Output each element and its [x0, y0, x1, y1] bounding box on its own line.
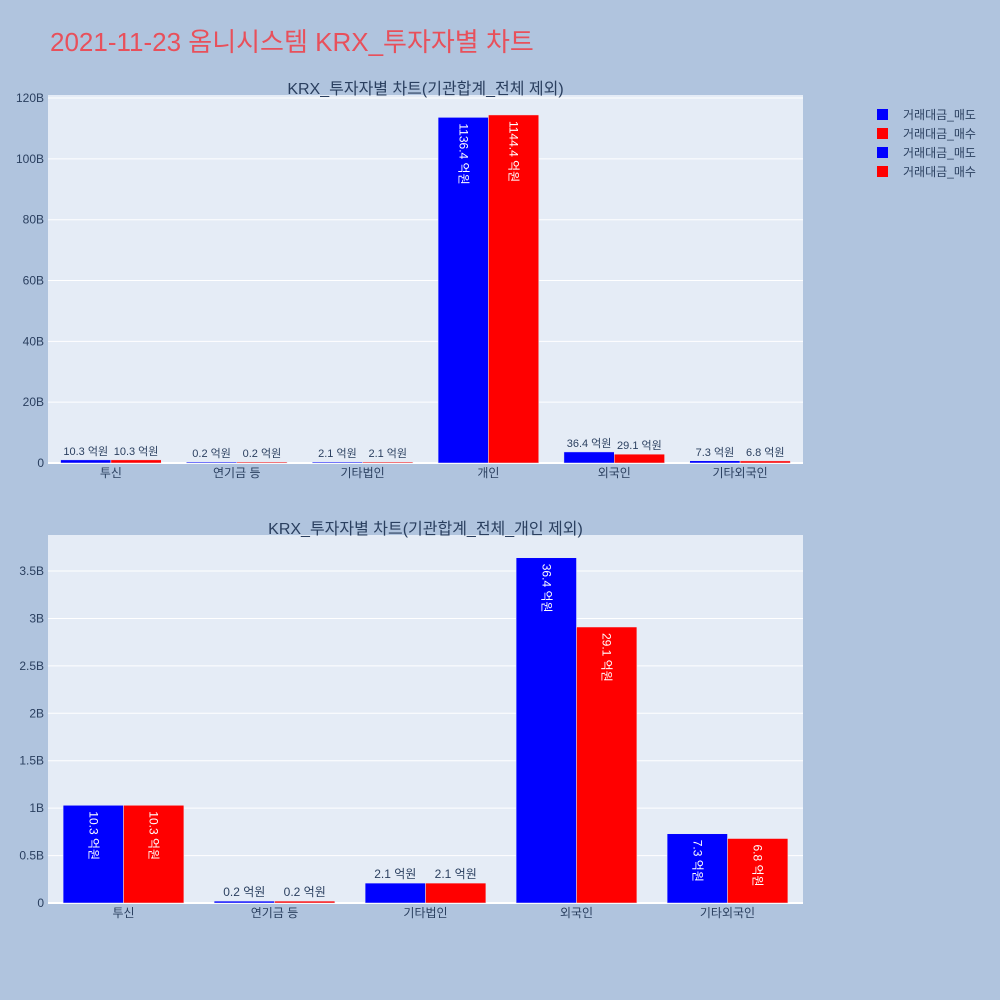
legend-label: 거래대금_매도 — [903, 108, 976, 122]
data-label: 0.2 억원 — [284, 885, 326, 899]
chart-title: KRX_투자자별 차트(기관합계_전체 제외) — [287, 80, 563, 98]
data-label: 2.1 억원 — [374, 867, 416, 881]
data-label: 0.2 억원 — [243, 447, 282, 460]
bar — [362, 461, 414, 464]
bar — [364, 882, 426, 904]
data-label: 36.4 억원 — [539, 564, 553, 613]
data-label: 36.4 억원 — [567, 437, 612, 450]
y-tick-label: 0 — [37, 896, 44, 910]
bar — [425, 882, 487, 904]
data-label: 1136.4 억원 — [456, 123, 470, 184]
bar — [727, 838, 789, 904]
y-tick-label: 2B — [29, 706, 44, 720]
x-tick-label: 외국인 — [598, 466, 631, 480]
bar — [563, 451, 615, 464]
x-tick-label: 투신 — [112, 906, 134, 920]
data-label: 29.1 억원 — [600, 633, 614, 682]
bar — [213, 900, 275, 904]
plot-area — [48, 95, 803, 463]
bar — [488, 114, 539, 464]
page-title: 2021-11-23 옴니시스템 KRX_투자자별 차트 — [50, 27, 534, 57]
data-label: 10.3 억원 — [86, 811, 100, 860]
data-label: 0.2 억원 — [223, 885, 265, 899]
bar — [312, 461, 363, 464]
bar — [739, 460, 791, 464]
data-label: 0.2 억원 — [192, 447, 231, 460]
bar — [186, 461, 238, 464]
bar — [614, 453, 665, 464]
data-label: 7.3 억원 — [696, 446, 735, 459]
legend-swatch — [877, 147, 888, 158]
y-tick-label: 120B — [16, 91, 44, 105]
x-tick-label: 기타외국인 — [712, 466, 767, 480]
x-tick-label: 연기금 등 — [251, 906, 299, 920]
data-label: 2.1 억원 — [318, 447, 357, 460]
bar — [274, 900, 336, 904]
bar — [60, 459, 112, 464]
legend-swatch — [877, 109, 888, 120]
x-tick-label: 기타법인 — [340, 466, 384, 480]
y-tick-label: 2.5B — [19, 659, 44, 673]
data-label: 6.8 억원 — [751, 845, 765, 887]
data-label: 10.3 억원 — [114, 445, 159, 458]
bar — [689, 460, 741, 464]
y-tick-label: 1B — [29, 801, 44, 815]
bar — [437, 117, 489, 464]
data-label: 10.3 억원 — [63, 445, 108, 458]
y-tick-label: 40B — [23, 334, 44, 348]
y-tick-label: 60B — [23, 274, 44, 288]
data-label: 10.3 억원 — [147, 811, 161, 860]
data-label: 6.8 억원 — [746, 446, 785, 459]
x-tick-label: 기타외국인 — [700, 906, 755, 920]
data-label: 29.1 억원 — [617, 439, 662, 452]
data-label: 2.1 억원 — [435, 867, 477, 881]
bar — [62, 805, 124, 904]
chart-title: KRX_투자자별 차트(기관합계_전체_개인 제외) — [268, 520, 583, 538]
bar — [576, 626, 638, 904]
y-tick-label: 0.5B — [19, 849, 44, 863]
bar — [515, 557, 577, 904]
bar — [110, 459, 162, 464]
y-tick-label: 100B — [16, 152, 44, 166]
x-tick-label: 기타법인 — [403, 906, 447, 920]
y-tick-label: 3B — [29, 611, 44, 625]
y-tick-label: 0 — [37, 456, 44, 470]
legend-label: 거래대금_매수 — [903, 127, 976, 141]
legend-swatch — [877, 128, 888, 139]
y-tick-label: 80B — [23, 213, 44, 227]
y-tick-label: 3.5B — [19, 564, 44, 578]
x-tick-label: 개인 — [477, 466, 499, 480]
bar — [123, 805, 185, 904]
bar — [236, 461, 288, 464]
data-label: 7.3 억원 — [690, 840, 704, 882]
y-tick-label: 1.5B — [19, 754, 44, 768]
x-tick-label: 투신 — [100, 466, 122, 480]
data-label: 2.1 억원 — [368, 447, 407, 460]
x-tick-label: 외국인 — [560, 906, 593, 920]
x-tick-label: 연기금 등 — [213, 466, 261, 480]
legend-swatch — [877, 166, 888, 177]
legend-label: 거래대금_매수 — [903, 165, 976, 179]
legend-label: 거래대금_매도 — [903, 146, 976, 160]
y-tick-label: 20B — [23, 395, 44, 409]
data-label: 1144.4 억원 — [507, 121, 521, 182]
